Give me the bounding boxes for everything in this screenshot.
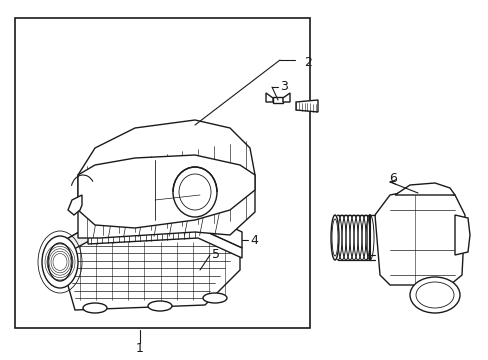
Polygon shape bbox=[65, 215, 240, 310]
Text: 1: 1 bbox=[136, 342, 143, 355]
Ellipse shape bbox=[48, 243, 72, 281]
Polygon shape bbox=[295, 100, 317, 112]
Ellipse shape bbox=[409, 277, 459, 313]
Polygon shape bbox=[374, 190, 464, 285]
Polygon shape bbox=[78, 155, 254, 228]
Text: 5: 5 bbox=[212, 248, 220, 261]
Polygon shape bbox=[283, 93, 289, 102]
Polygon shape bbox=[78, 120, 254, 238]
Text: 6: 6 bbox=[388, 171, 396, 184]
Polygon shape bbox=[88, 228, 242, 258]
Ellipse shape bbox=[415, 282, 453, 308]
Ellipse shape bbox=[330, 215, 338, 260]
Ellipse shape bbox=[173, 167, 217, 217]
Text: 3: 3 bbox=[280, 81, 287, 94]
Text: 2: 2 bbox=[304, 57, 311, 69]
Polygon shape bbox=[265, 93, 272, 102]
Polygon shape bbox=[454, 215, 469, 255]
Ellipse shape bbox=[148, 301, 172, 311]
Ellipse shape bbox=[331, 219, 337, 256]
Polygon shape bbox=[68, 195, 82, 215]
Ellipse shape bbox=[203, 293, 226, 303]
Polygon shape bbox=[65, 215, 240, 254]
Polygon shape bbox=[88, 212, 242, 248]
Polygon shape bbox=[394, 183, 454, 195]
Ellipse shape bbox=[179, 174, 210, 210]
Polygon shape bbox=[272, 97, 283, 103]
Bar bbox=[15, 18, 309, 328]
Ellipse shape bbox=[42, 236, 78, 288]
Ellipse shape bbox=[83, 303, 107, 313]
Text: 4: 4 bbox=[249, 234, 257, 247]
